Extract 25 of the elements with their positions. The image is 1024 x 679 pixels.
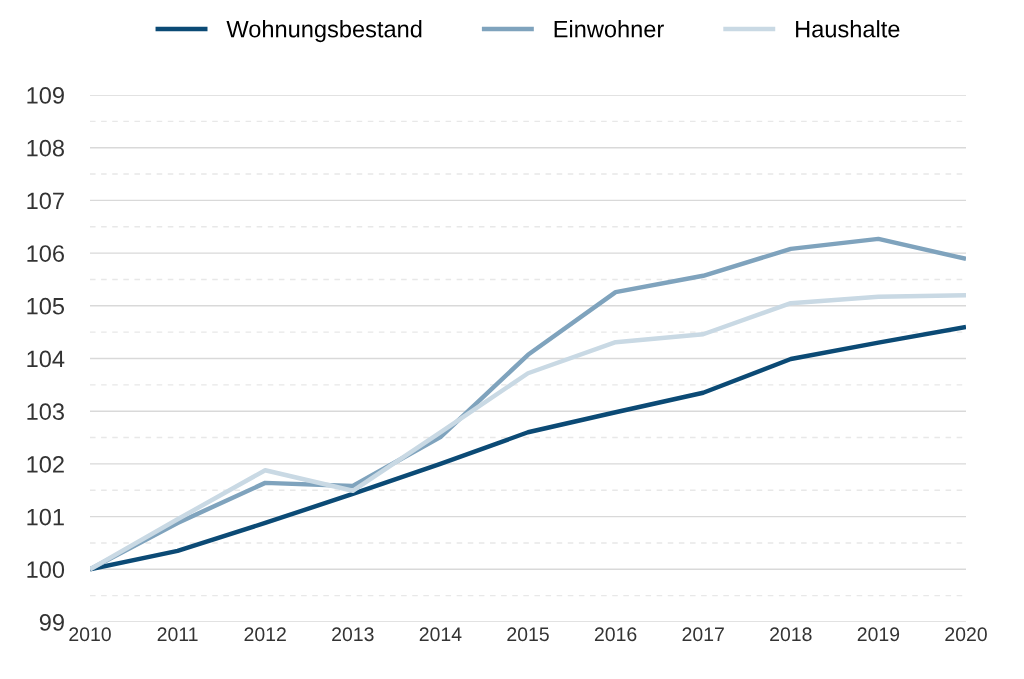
x-tick-label: 2019 [857,627,900,642]
x-tick-label: 2018 [770,627,812,642]
y-tick-label: 108 [27,139,64,157]
y-tick-label: 99 [39,614,64,631]
legend-label: Haushalte [796,20,900,38]
y-tick-label: 101 [27,508,64,526]
x-tick-label: 2020 [945,627,987,642]
y-tick-label: 107 [27,192,64,210]
x-tick-label: 2013 [332,627,374,642]
y-tick-label: 105 [27,297,65,315]
y-tick-label: 100 [27,561,65,579]
y-tick-label: 109 [27,87,64,104]
x-tick-label: 2014 [419,627,462,642]
y-tick-label: 106 [27,245,64,262]
legend-label: Wohnungsbestand [226,20,422,43]
y-tick-label: 102 [27,455,64,473]
x-tick-label: 2010 [69,627,111,642]
x-tick-label: 2012 [244,627,286,642]
x-tick-label: 2011 [157,627,198,642]
y-tick-label: 103 [27,403,64,420]
x-tick-label: 2016 [594,627,637,642]
x-tick-label: 2015 [507,627,549,642]
legend-label: Einwohner [554,20,664,38]
x-tick-label: 2017 [682,627,724,642]
y-tick-label: 104 [27,350,65,368]
